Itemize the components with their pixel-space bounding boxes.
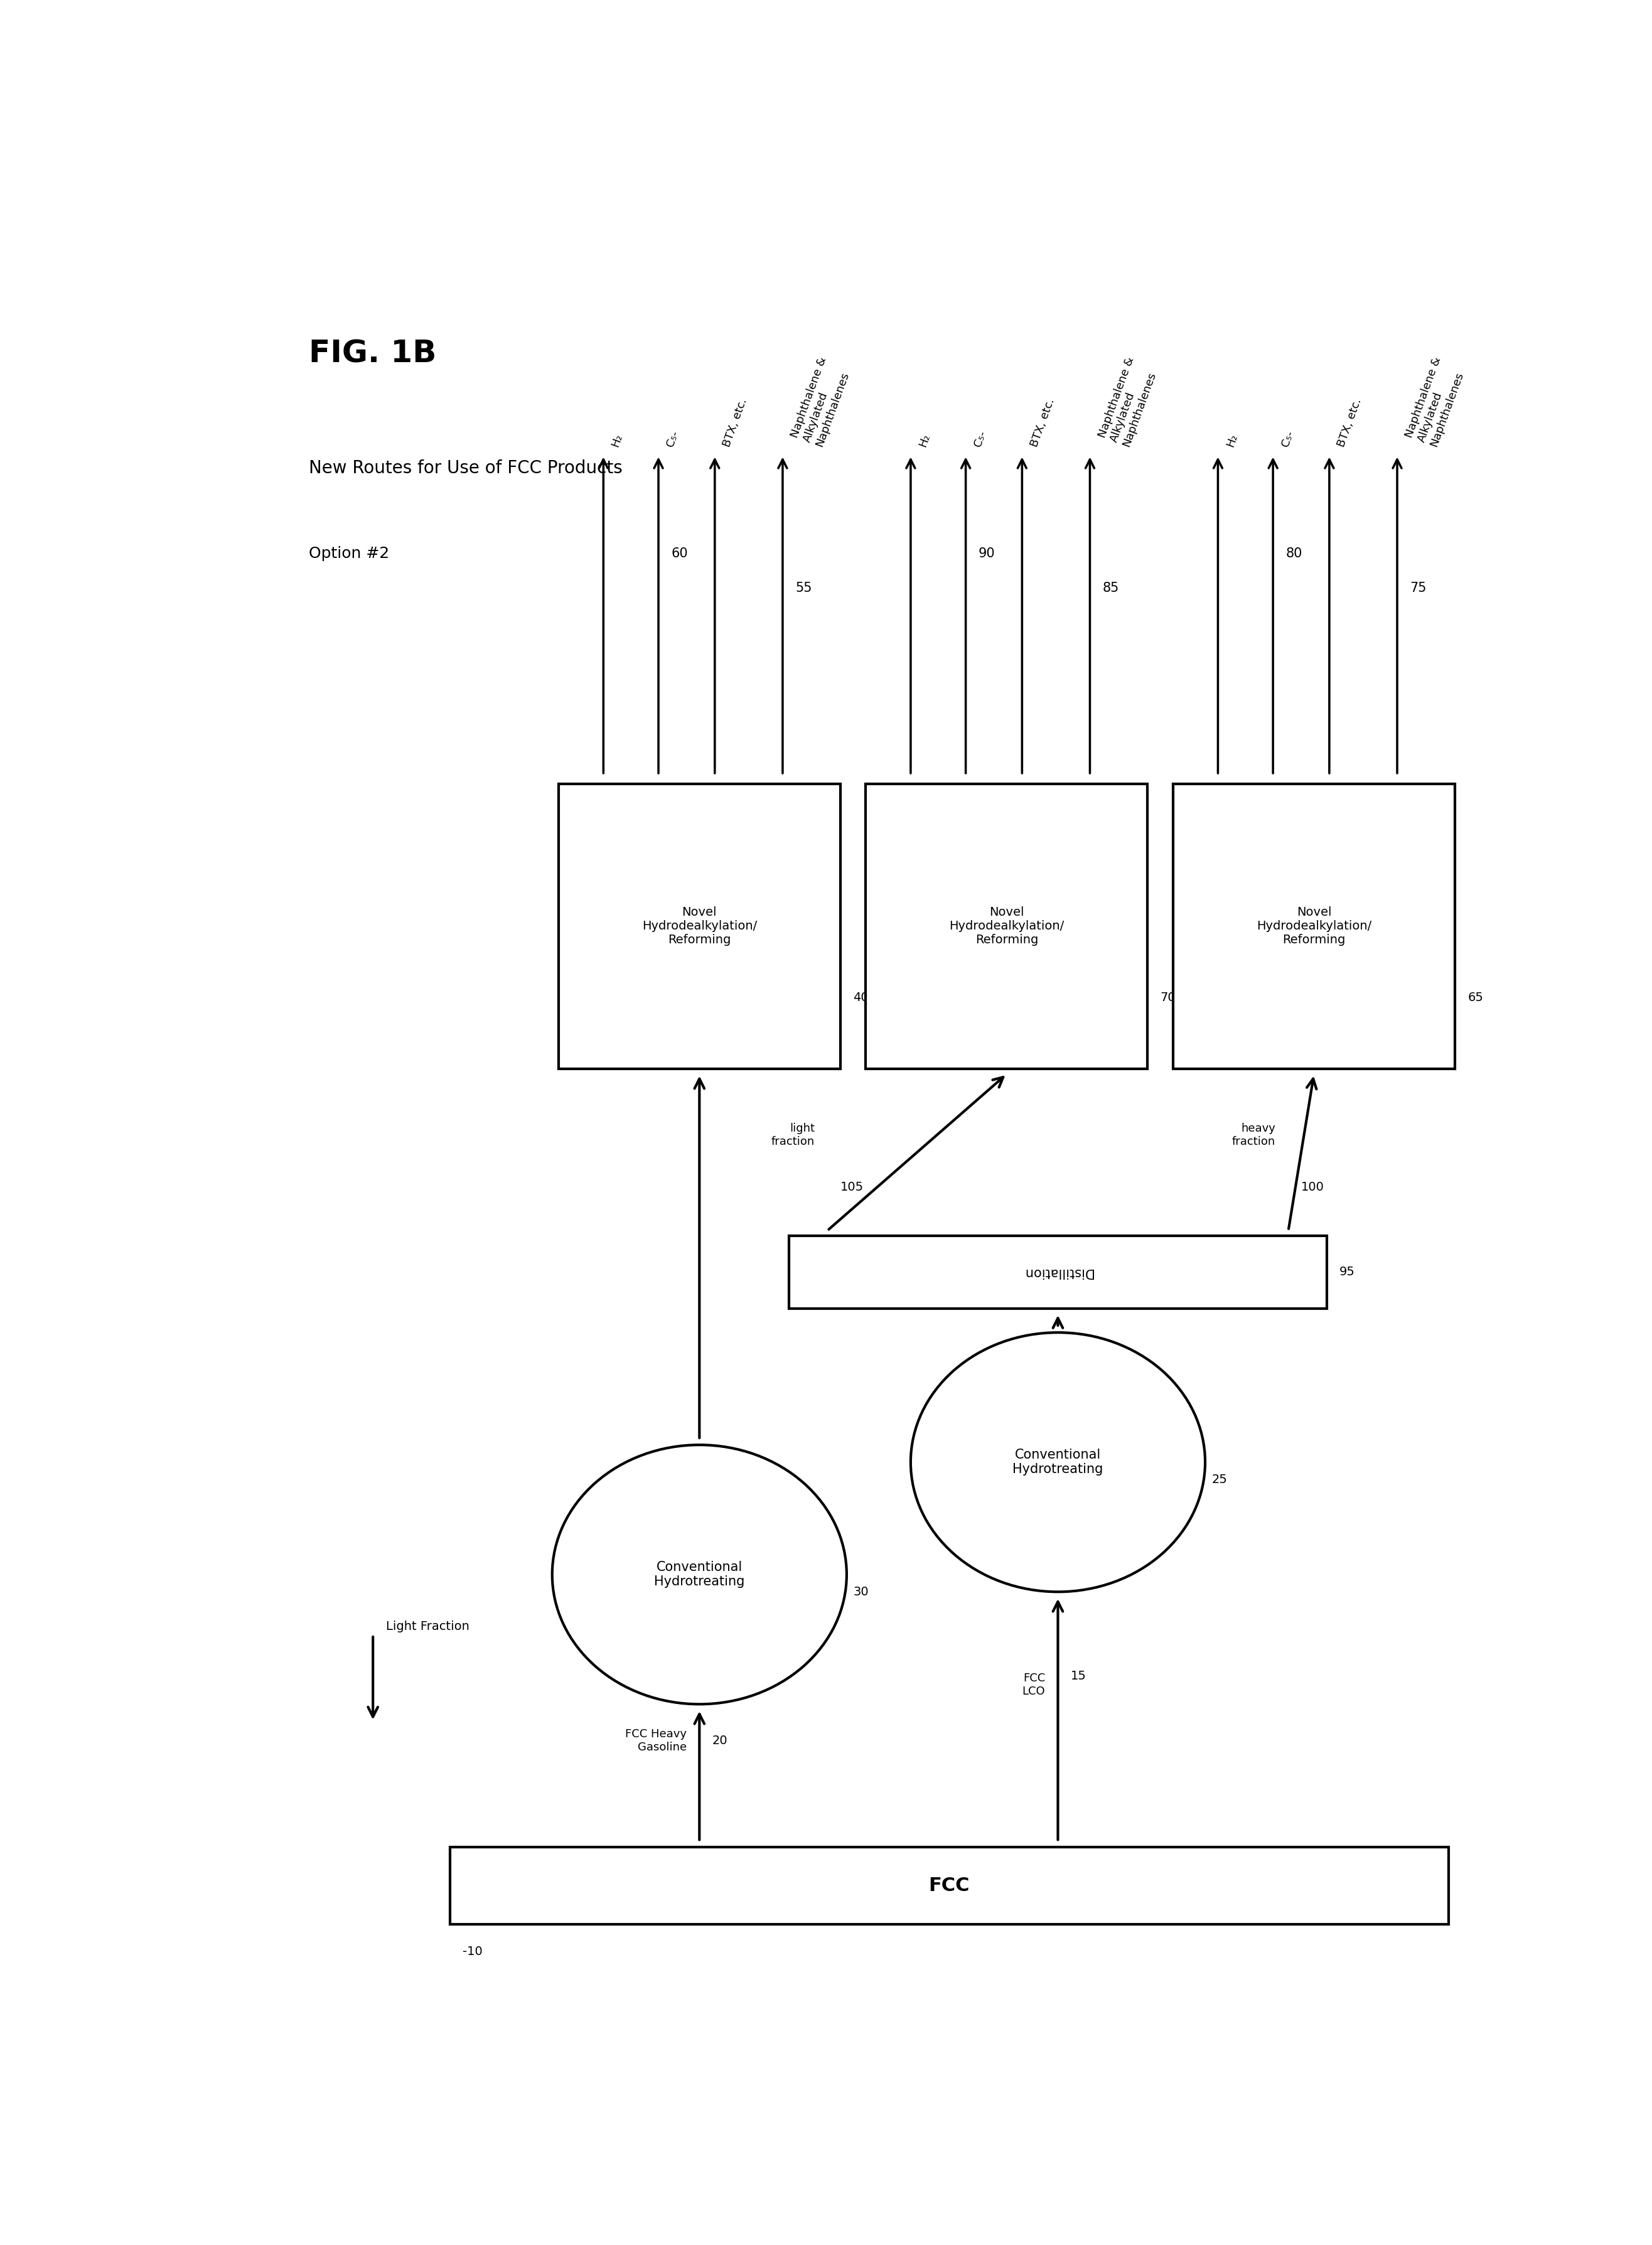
Text: Option #2: Option #2 — [309, 546, 390, 561]
Text: 25: 25 — [1211, 1473, 1227, 1486]
Text: BTX, etc.: BTX, etc. — [722, 397, 750, 449]
Text: 70: 70 — [1160, 992, 1176, 1004]
Text: 20: 20 — [712, 1735, 727, 1747]
Text: FCC
LCO: FCC LCO — [1023, 1673, 1046, 1697]
Text: C₅-: C₅- — [971, 429, 988, 449]
Text: 40: 40 — [852, 992, 869, 1004]
Text: 75: 75 — [1411, 581, 1427, 595]
Text: Conventional
Hydrotreating: Conventional Hydrotreating — [654, 1560, 745, 1587]
Text: Novel
Hydrodealkylation/
Reforming: Novel Hydrodealkylation/ Reforming — [1257, 907, 1371, 945]
Text: 65: 65 — [1467, 992, 1483, 1004]
Text: 105: 105 — [841, 1181, 864, 1192]
Text: FCC: FCC — [928, 1877, 970, 1895]
Text: New Routes for Use of FCC Products: New Routes for Use of FCC Products — [309, 460, 623, 478]
Text: 85: 85 — [1104, 581, 1120, 595]
Text: -10: -10 — [463, 1946, 482, 1958]
Text: C₅-: C₅- — [1279, 429, 1295, 449]
Text: Novel
Hydrodealkylation/
Reforming: Novel Hydrodealkylation/ Reforming — [643, 907, 757, 945]
Ellipse shape — [552, 1446, 847, 1704]
Text: Distillation: Distillation — [1023, 1266, 1092, 1277]
Text: 90: 90 — [978, 548, 995, 559]
Text: BTX, etc.: BTX, etc. — [1336, 397, 1365, 449]
Text: Naphthalene &
Alkylated
Naphthalenes: Naphthalene & Alkylated Naphthalenes — [1097, 355, 1161, 449]
Text: 15: 15 — [1070, 1670, 1087, 1682]
Text: BTX, etc.: BTX, etc. — [1029, 397, 1057, 449]
FancyBboxPatch shape — [449, 1848, 1449, 1924]
Text: H₂: H₂ — [917, 433, 932, 449]
FancyBboxPatch shape — [558, 784, 841, 1069]
FancyBboxPatch shape — [1173, 784, 1455, 1069]
FancyBboxPatch shape — [790, 1235, 1327, 1309]
Text: Light Fraction: Light Fraction — [387, 1621, 469, 1632]
Text: Conventional
Hydrotreating: Conventional Hydrotreating — [1013, 1448, 1104, 1475]
Text: 60: 60 — [671, 548, 687, 559]
Text: C₅-: C₅- — [664, 429, 681, 449]
Text: FIG. 1B: FIG. 1B — [309, 339, 436, 368]
Text: 30: 30 — [852, 1585, 869, 1598]
Text: H₂: H₂ — [1224, 433, 1239, 449]
FancyBboxPatch shape — [866, 784, 1148, 1069]
Text: Naphthalene &
Alkylated
Naphthalenes: Naphthalene & Alkylated Naphthalenes — [1404, 355, 1469, 449]
Text: heavy
fraction: heavy fraction — [1232, 1122, 1275, 1147]
Text: 55: 55 — [796, 581, 813, 595]
Text: H₂: H₂ — [610, 433, 624, 449]
Text: 95: 95 — [1340, 1266, 1355, 1277]
Text: light
fraction: light fraction — [771, 1122, 814, 1147]
Text: 100: 100 — [1302, 1181, 1325, 1192]
Text: Novel
Hydrodealkylation/
Reforming: Novel Hydrodealkylation/ Reforming — [950, 907, 1064, 945]
Ellipse shape — [910, 1334, 1206, 1592]
Text: 80: 80 — [1285, 548, 1302, 559]
Text: FCC Heavy
Gasoline: FCC Heavy Gasoline — [624, 1729, 687, 1753]
Text: Naphthalene &
Alkylated
Naphthalenes: Naphthalene & Alkylated Naphthalenes — [790, 355, 854, 449]
